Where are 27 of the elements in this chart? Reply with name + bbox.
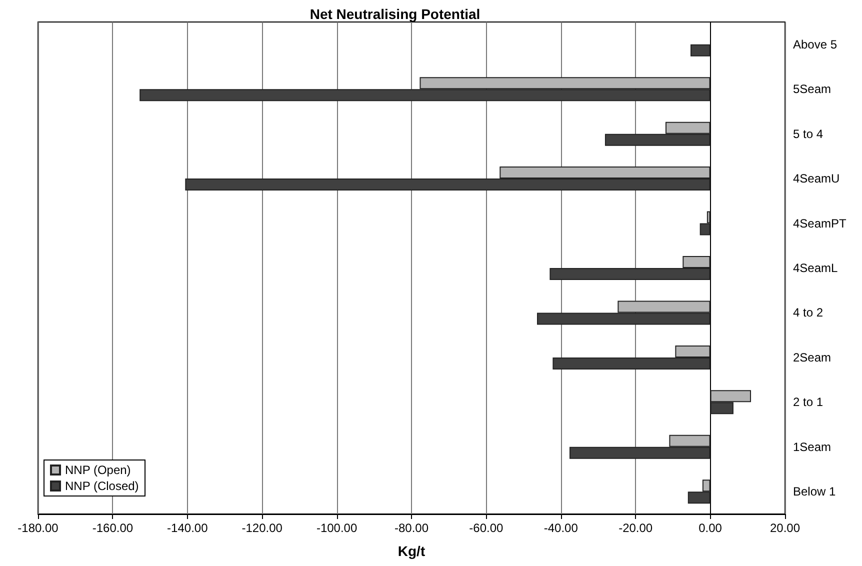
y-tick-label: 4SeamPT bbox=[793, 216, 848, 230]
legend-label: NNP (Open) bbox=[65, 463, 131, 477]
x-tick-label: 20.00 bbox=[770, 521, 800, 535]
x-tick-label: 0.00 bbox=[698, 521, 722, 535]
x-axis-title: Kg/t bbox=[398, 543, 426, 559]
y-tick-label: 4SeamU bbox=[793, 172, 840, 186]
y-tick-label: Below 1 bbox=[793, 484, 836, 499]
y-tick-label: 5 to 4 bbox=[793, 126, 824, 141]
x-tick-label: -120.00 bbox=[242, 521, 283, 535]
bar bbox=[690, 44, 710, 56]
x-tick-label: -140.00 bbox=[167, 521, 208, 535]
y-tick-label: 4SeamL bbox=[793, 261, 838, 275]
y-tick-label: 2Seam bbox=[793, 350, 832, 364]
y-tick-label: 2 to 1 bbox=[793, 395, 824, 410]
y-tick-label: 4 to 2 bbox=[793, 306, 824, 320]
x-tick-label: -20.00 bbox=[618, 521, 653, 535]
y-tick-label: 5Seam bbox=[793, 82, 832, 96]
y-tick-label: 1Seam bbox=[793, 440, 832, 454]
x-tick-label: -100.00 bbox=[316, 521, 358, 535]
legend-label: NNP (Closed) bbox=[65, 479, 139, 493]
x-tick-label: -40.00 bbox=[544, 521, 578, 535]
x-tick-label: -160.00 bbox=[92, 521, 134, 535]
x-tick-label: -180.00 bbox=[18, 521, 59, 535]
x-tick-label: -80.00 bbox=[394, 521, 429, 535]
chart-title: Net Neutralising Potential bbox=[310, 6, 480, 22]
x-tick-label: -60.00 bbox=[469, 521, 504, 535]
y-tick-label: Above 5 bbox=[793, 37, 838, 52]
